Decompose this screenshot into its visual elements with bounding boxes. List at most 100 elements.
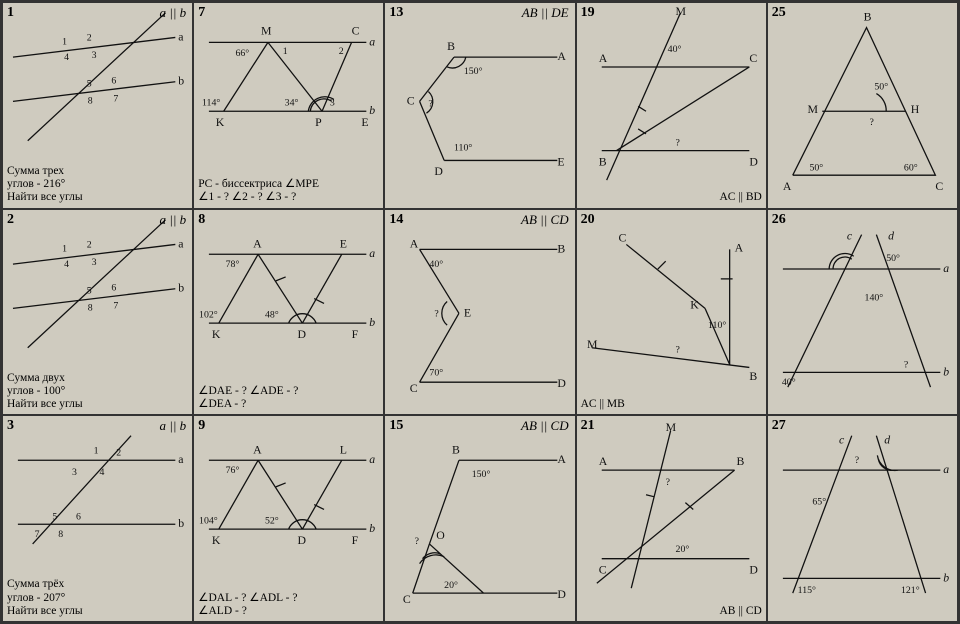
svg-text:d: d	[884, 433, 890, 447]
problem-number: 19	[581, 5, 595, 21]
svg-text:M: M	[665, 420, 676, 434]
problem-figure: a b c d ? 65° 115° 121°	[768, 416, 957, 621]
problem-number: 1	[7, 5, 14, 21]
svg-text:2: 2	[339, 46, 344, 57]
svg-text:5: 5	[87, 285, 92, 296]
problem-cell: 26 a b c d 50° 140° 40° ?	[767, 209, 958, 416]
svg-text:F: F	[352, 327, 359, 341]
svg-text:D: D	[298, 327, 307, 341]
svg-text:1: 1	[283, 46, 288, 57]
problem-cell: 19 M A C B D 40° ? AC || BD	[576, 2, 767, 209]
problem-cell: 9 A L K D F a b 76° 104° 52° ∠DAL - ? ∠A…	[193, 415, 384, 622]
svg-text:110°: 110°	[708, 320, 726, 331]
problem-cell: 1 a || b a b 1 2 3 4 5 6 7 8 Сумма треху…	[2, 2, 193, 209]
svg-text:d: d	[888, 228, 894, 242]
problem-figure: B A C D O 150° ? 20°	[385, 416, 574, 621]
svg-text:D: D	[435, 164, 444, 178]
svg-text:K: K	[216, 115, 225, 129]
problem-header: AB || CD	[521, 212, 569, 228]
svg-text:b: b	[943, 571, 949, 585]
problem-cell: 13 AB || DE B A C D E 150° 110° ?	[384, 2, 575, 209]
svg-text:C: C	[410, 381, 418, 395]
svg-text:6: 6	[111, 282, 116, 293]
svg-text:3: 3	[92, 257, 97, 268]
svg-text:E: E	[362, 115, 369, 129]
svg-text:6: 6	[111, 76, 116, 87]
problem-number: 15	[389, 418, 403, 434]
svg-text:A: A	[598, 455, 607, 469]
svg-text:A: A	[783, 179, 792, 193]
problem-caption: PC - биссектриса ∠MPE∠1 - ? ∠2 - ? ∠3 - …	[198, 178, 379, 204]
problem-cell: 21 M A B C D ? 20° AB || CD	[576, 415, 767, 622]
svg-text:34°: 34°	[285, 97, 299, 108]
problem-figure: A B C D E 40° ? 70°	[385, 210, 574, 415]
problem-cell: 20 C A K M B ? 110° AC || MB	[576, 209, 767, 416]
problem-caption: AC || MB	[581, 398, 762, 411]
svg-text:c: c	[839, 433, 845, 447]
problem-caption: Сумма трехуглов - 216°Найти все углы	[7, 165, 188, 205]
problem-figure: B M H A C 50° ? 50° 60°	[768, 3, 957, 208]
svg-text:L: L	[340, 443, 347, 457]
svg-text:M: M	[675, 4, 686, 18]
svg-text:70°: 70°	[430, 367, 444, 378]
svg-text:A: A	[253, 236, 262, 250]
svg-text:E: E	[340, 236, 347, 250]
svg-text:76°: 76°	[226, 465, 240, 476]
svg-text:65°: 65°	[812, 497, 826, 508]
problem-number: 21	[581, 418, 595, 434]
problem-number: 3	[7, 418, 14, 434]
problem-cell: 3 a || b a b 1 2 3 4 5 6 7 8 Сумма трёху…	[2, 415, 193, 622]
svg-text:O: O	[437, 528, 446, 542]
svg-text:1: 1	[94, 446, 99, 457]
svg-text:D: D	[558, 376, 567, 390]
svg-text:B: B	[448, 39, 456, 53]
svg-text:7: 7	[35, 529, 40, 540]
svg-text:A: A	[598, 51, 607, 65]
svg-text:a: a	[943, 462, 949, 476]
svg-text:B: B	[749, 369, 757, 383]
svg-text:a: a	[943, 261, 949, 275]
svg-text:b: b	[943, 364, 949, 378]
svg-text:A: A	[253, 443, 262, 457]
problem-cell: 15 AB || CD B A C D O 150° ? 20°	[384, 415, 575, 622]
svg-text:40°: 40°	[430, 259, 444, 270]
svg-text:?: ?	[904, 359, 908, 370]
problem-number: 9	[198, 418, 205, 434]
problem-number: 20	[581, 212, 595, 228]
svg-text:?: ?	[855, 456, 859, 467]
svg-text:D: D	[749, 154, 758, 168]
svg-text:66°: 66°	[236, 48, 250, 59]
svg-text:b: b	[369, 315, 375, 329]
svg-text:?: ?	[675, 138, 679, 149]
svg-text:60°: 60°	[904, 162, 918, 173]
svg-text:140°: 140°	[864, 292, 883, 303]
problem-figure: a b c d 50° 140° 40° ?	[768, 210, 957, 415]
svg-text:5: 5	[52, 512, 57, 523]
svg-text:E: E	[464, 305, 471, 319]
svg-text:8: 8	[88, 302, 93, 313]
svg-text:115°: 115°	[797, 585, 815, 596]
svg-text:M: M	[587, 336, 598, 350]
svg-text:K: K	[690, 297, 699, 311]
problem-number: 25	[772, 5, 786, 21]
problem-caption: AB || CD	[581, 605, 762, 618]
problem-figure: M A C B D 40° ?	[577, 3, 766, 208]
svg-text:B: B	[558, 241, 566, 255]
svg-text:a: a	[369, 453, 375, 467]
svg-text:b: b	[369, 521, 375, 535]
problem-figure: M A B C D ? 20°	[577, 416, 766, 621]
svg-text:b: b	[369, 103, 375, 117]
svg-text:a: a	[178, 29, 184, 43]
problem-number: 27	[772, 418, 786, 434]
svg-text:B: B	[863, 10, 871, 24]
svg-text:c: c	[847, 228, 853, 242]
problem-header: AB || CD	[521, 418, 569, 434]
svg-text:104°: 104°	[199, 516, 218, 527]
svg-text:C: C	[598, 563, 606, 577]
problem-number: 2	[7, 212, 14, 228]
svg-text:C: C	[618, 230, 626, 244]
svg-text:C: C	[352, 23, 360, 37]
problem-caption: Сумма двухуглов - 100°Найти все углы	[7, 372, 188, 412]
problem-cell: 25 B M H A C 50° ? 50° 60°	[767, 2, 958, 209]
svg-text:4: 4	[64, 259, 69, 270]
